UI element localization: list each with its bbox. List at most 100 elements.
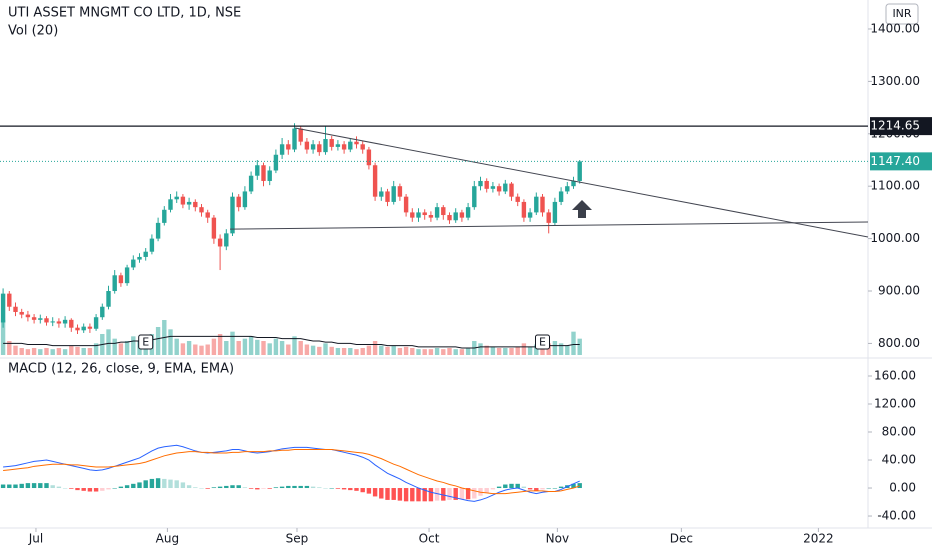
volume-bar [69, 345, 74, 355]
macd-histogram-bar [546, 488, 551, 489]
volume-bar [416, 349, 421, 355]
macd-histogram-bar [354, 488, 359, 491]
macd-y-tick-label: 80.00 [882, 425, 916, 439]
candle-body [341, 144, 347, 150]
candle-body [354, 141, 359, 145]
candle-body [149, 238, 155, 252]
volume-bar [366, 345, 372, 355]
volume-bar [56, 348, 62, 355]
volume-bar [93, 343, 99, 355]
volume-bar [465, 348, 471, 355]
currency-box [885, 3, 919, 25]
level-label: 1214.65 [870, 119, 920, 133]
candle-body [162, 209, 167, 223]
volume-bar [391, 345, 396, 355]
volume-bar [565, 345, 570, 355]
volume-bar [503, 348, 508, 355]
macd-histogram-bar [577, 483, 582, 489]
volume-bar [236, 341, 241, 355]
candle-body [0, 293, 6, 323]
macd-histogram-bar [186, 485, 192, 489]
macd-histogram-bar [397, 488, 403, 501]
macd-y-tick-label: 0.00 [889, 481, 916, 495]
candle-body [298, 128, 303, 142]
volume-bar [354, 349, 359, 355]
candle-body [217, 238, 223, 247]
y-tick-label: 900.00 [878, 284, 920, 298]
candle-body [317, 144, 322, 153]
macd-histogram-bar [273, 487, 279, 489]
candle-body [416, 212, 421, 218]
volume-bar [242, 338, 248, 355]
macd-histogram-bar [540, 488, 545, 490]
volume-bar [217, 334, 223, 355]
volume-bar [186, 341, 192, 355]
candle-body [540, 196, 545, 213]
candle-body [496, 186, 502, 192]
candle-body [75, 327, 80, 331]
macd-histogram-bar [465, 488, 471, 500]
earnings-label: E [539, 336, 546, 349]
chart-title: UTI ASSET MNGMT CO LTD, 1D, NSE [8, 6, 241, 21]
macd-histogram-bar [155, 478, 161, 489]
y-tick-label: 1100.00 [870, 179, 920, 193]
macd-histogram-bar [162, 478, 167, 489]
candle-body [62, 319, 68, 324]
x-tick-label: Sep [286, 532, 309, 546]
volume-bar [310, 345, 316, 355]
macd-y-tick-label: 160.00 [874, 369, 916, 383]
volume-bar [50, 349, 55, 355]
volume-bar [478, 343, 483, 355]
candle-body [472, 186, 477, 208]
volume-bar [521, 343, 527, 355]
volume-bar [13, 345, 18, 355]
macd-histogram-bar [44, 483, 49, 489]
volume-bar [447, 348, 452, 355]
macd-histogram-bar [428, 488, 434, 502]
trendline [295, 127, 869, 238]
candle-body [534, 196, 539, 213]
candle-body [465, 207, 471, 218]
volume-bar [434, 348, 440, 355]
volume-bar [267, 343, 272, 355]
volume-bar [552, 341, 558, 355]
macd-histogram-bar [193, 487, 198, 489]
y-tick-label: 1400.00 [870, 21, 920, 35]
volume-bar [193, 344, 198, 355]
candle-body [124, 267, 130, 284]
candle-body [236, 196, 241, 208]
volume-bar [397, 348, 403, 355]
candle-body [410, 212, 415, 218]
candle-body [31, 317, 37, 320]
y-tick-label: 1300.00 [870, 74, 920, 88]
candle-body [131, 259, 136, 268]
candle-body [155, 222, 161, 239]
candle-body [441, 207, 446, 216]
volume-bar [459, 349, 465, 355]
macd-histogram-bar [503, 484, 508, 489]
candle-body [19, 311, 24, 315]
volume-bar [62, 349, 68, 355]
candle-body [453, 212, 458, 221]
volume-bar [180, 343, 186, 355]
candle-body [292, 128, 297, 150]
candle-body [267, 170, 272, 181]
macd-histogram-bar [199, 488, 204, 489]
volume-bar [106, 329, 111, 355]
macd-histogram-bar [403, 488, 409, 502]
candle-body [391, 186, 396, 202]
volume-bar [379, 345, 384, 355]
candle-body [286, 144, 291, 150]
macd-histogram-bar [515, 483, 520, 489]
macd-histogram-bar [168, 479, 173, 489]
macd-histogram-bar [205, 488, 210, 489]
candle-body [577, 161, 582, 181]
volume-bar [403, 346, 409, 355]
volume-bar [422, 349, 427, 355]
macd-histogram-bar [447, 488, 452, 500]
macd-histogram-bar [441, 488, 446, 501]
candle-body [199, 207, 204, 213]
macd-histogram-bar [534, 488, 539, 491]
